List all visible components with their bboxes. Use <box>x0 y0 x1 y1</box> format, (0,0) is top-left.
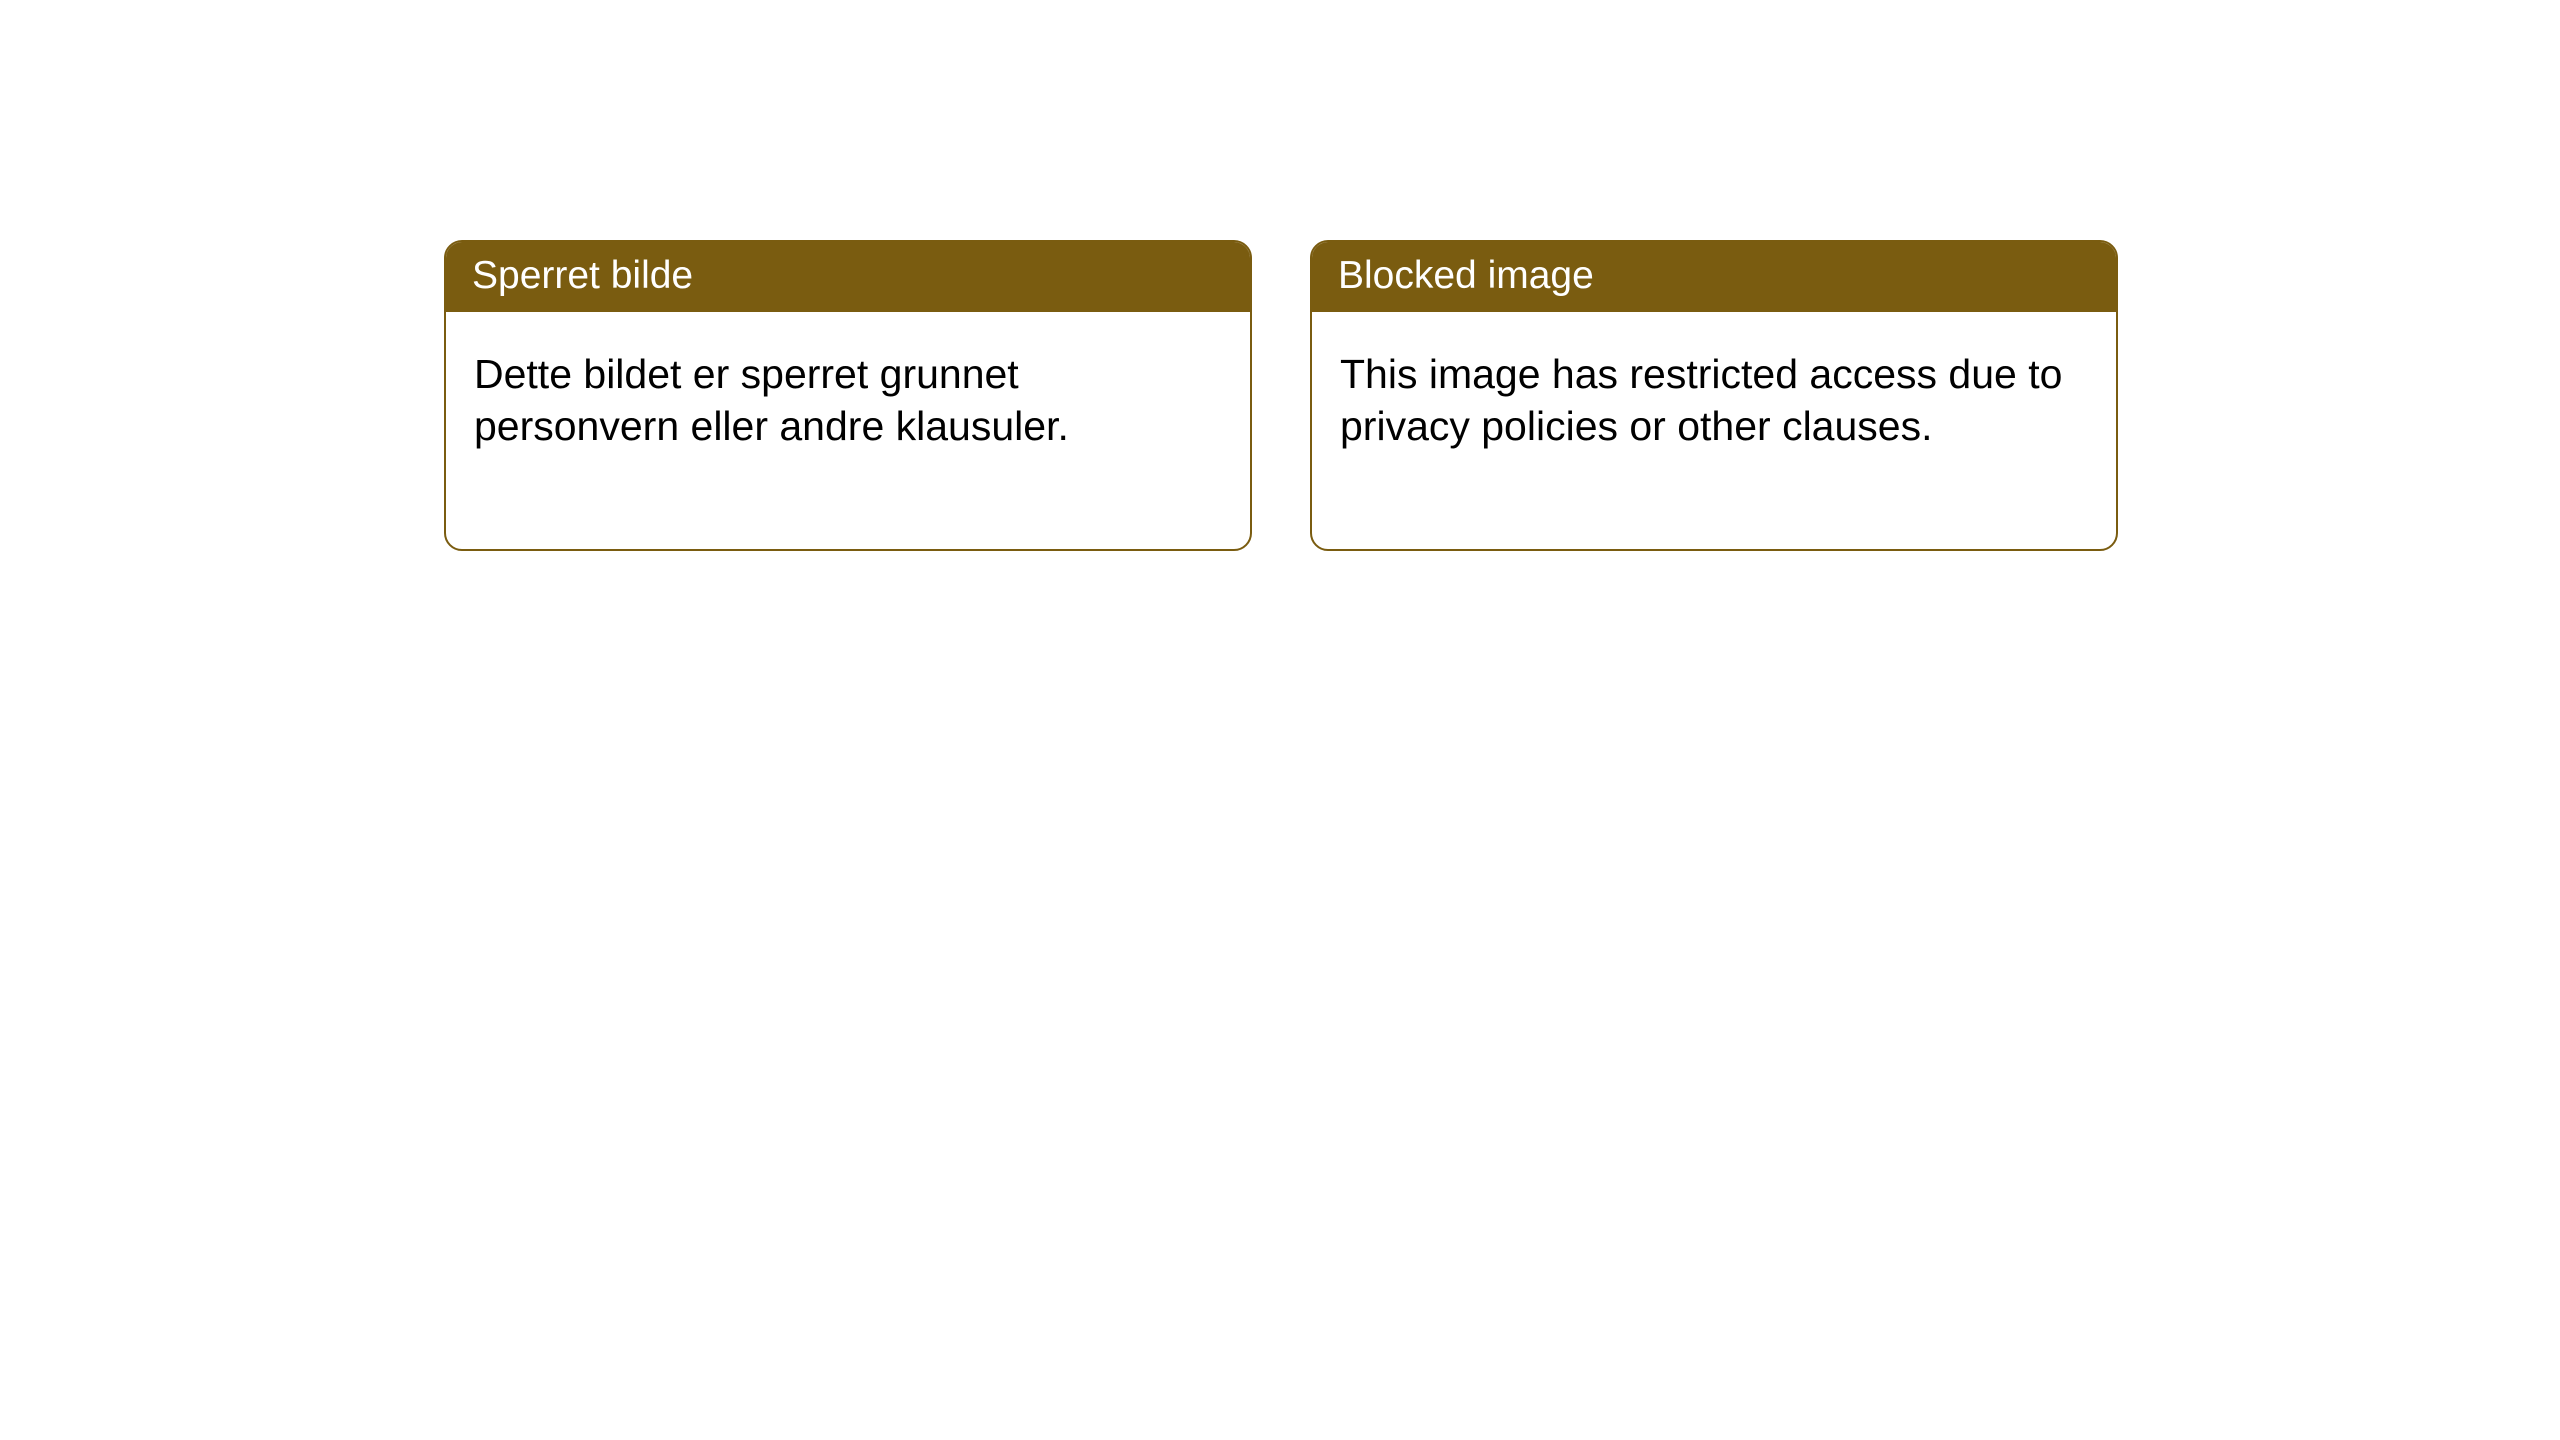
card-header: Sperret bilde <box>446 242 1250 312</box>
card-header: Blocked image <box>1312 242 2116 312</box>
card-message: Dette bildet er sperret grunnet personve… <box>446 312 1250 549</box>
blocked-image-card-en: Blocked image This image has restricted … <box>1310 240 2118 551</box>
blocked-image-notices: Sperret bilde Dette bildet er sperret gr… <box>444 240 2560 551</box>
blocked-image-card-no: Sperret bilde Dette bildet er sperret gr… <box>444 240 1252 551</box>
card-message: This image has restricted access due to … <box>1312 312 2116 549</box>
